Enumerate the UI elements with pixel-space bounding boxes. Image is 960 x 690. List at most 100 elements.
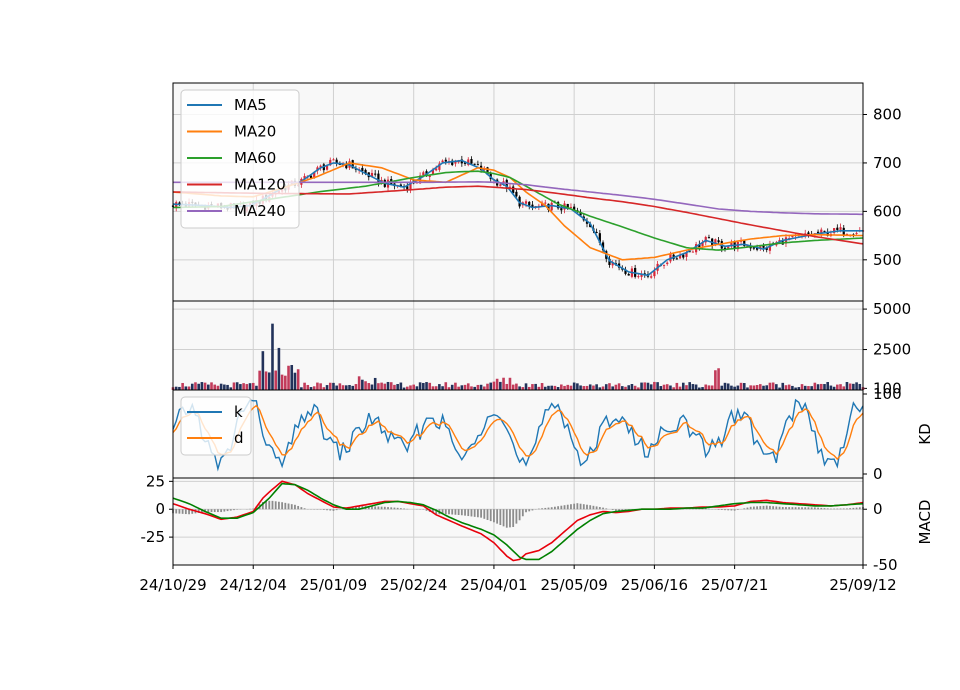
macd-histogram-bar bbox=[557, 506, 560, 510]
kd-y-tick-label: 100 bbox=[873, 385, 902, 403]
macd-histogram-bar bbox=[531, 509, 534, 511]
macd-left-tick-label: 0 bbox=[155, 500, 165, 518]
macd-histogram-bar bbox=[541, 508, 543, 510]
volume-bar bbox=[377, 383, 380, 390]
volume-bar bbox=[736, 385, 740, 390]
candle-body bbox=[807, 232, 810, 235]
macd-histogram-bar bbox=[717, 509, 720, 510]
macd-histogram-bar bbox=[518, 509, 521, 521]
macd-histogram-bar bbox=[493, 509, 495, 523]
legend-label-ma20: MA20 bbox=[234, 123, 276, 141]
volume-bar bbox=[267, 372, 271, 390]
volume-bar bbox=[829, 385, 833, 390]
volume-bar bbox=[441, 386, 444, 390]
candle-body bbox=[332, 159, 335, 161]
volume-bar bbox=[364, 381, 367, 390]
volume-bar bbox=[457, 386, 460, 390]
macd-histogram-bar bbox=[223, 509, 226, 512]
candle-body bbox=[454, 161, 457, 164]
macd-histogram-bar bbox=[502, 509, 505, 527]
candle-body bbox=[422, 172, 425, 176]
volume-bar bbox=[742, 383, 746, 390]
volume-bar bbox=[229, 387, 233, 390]
volume-bar bbox=[845, 382, 849, 390]
volume-bar bbox=[319, 383, 322, 390]
volume-bar bbox=[521, 387, 525, 390]
macd-histogram-bar bbox=[804, 507, 807, 510]
candle-body bbox=[685, 252, 688, 257]
volume-bar bbox=[540, 383, 544, 390]
volume-bar bbox=[483, 386, 486, 390]
macd-histogram-bar bbox=[271, 500, 274, 510]
volume-bar bbox=[842, 386, 846, 390]
macd-histogram-bar bbox=[207, 509, 210, 513]
volume-bar bbox=[630, 383, 634, 390]
volume-y-tick-label: 5000 bbox=[873, 300, 911, 318]
volume-bar bbox=[547, 385, 550, 390]
volume-bar bbox=[322, 387, 326, 390]
volume-bar bbox=[239, 384, 242, 390]
volume-bar bbox=[797, 387, 801, 390]
legend-box bbox=[180, 89, 300, 229]
volume-bar bbox=[681, 382, 685, 390]
volume-bar bbox=[624, 386, 627, 390]
candle-body bbox=[531, 204, 534, 208]
macd-histogram-bar bbox=[810, 507, 813, 510]
volume-bar bbox=[649, 384, 653, 390]
volume-bar bbox=[604, 384, 608, 390]
candle-body bbox=[640, 273, 643, 277]
macd-histogram-bar bbox=[464, 509, 466, 516]
macd-histogram-bar bbox=[836, 508, 839, 510]
macd-histogram-bar bbox=[550, 507, 553, 510]
legend-label-k: k bbox=[234, 403, 243, 421]
candle-body bbox=[512, 186, 515, 194]
macd-line-2 bbox=[172, 482, 864, 561]
volume-bar bbox=[216, 385, 220, 390]
macd-histogram-bar bbox=[499, 509, 502, 525]
macd-histogram-bar bbox=[817, 507, 819, 510]
volume-bar bbox=[803, 385, 807, 390]
volume-bar bbox=[454, 382, 457, 390]
volume-bar bbox=[749, 385, 752, 390]
macd-histogram-bar bbox=[586, 504, 588, 510]
volume-bar bbox=[184, 386, 188, 390]
volume-bar bbox=[402, 387, 406, 390]
volume-bar bbox=[672, 387, 675, 390]
macd-histogram-bar bbox=[826, 508, 829, 510]
volume-bar bbox=[694, 384, 698, 390]
macd-histogram-bar bbox=[611, 509, 614, 511]
volume-bar bbox=[418, 382, 422, 390]
candle-body bbox=[476, 164, 479, 166]
volume-bar bbox=[489, 382, 493, 390]
macd-histogram-bar bbox=[367, 506, 370, 510]
macd-histogram-bar bbox=[396, 507, 399, 510]
volume-bar bbox=[511, 384, 515, 390]
candle-body bbox=[573, 206, 576, 211]
volume-bar bbox=[367, 383, 371, 390]
macd-axis-label: MACD bbox=[916, 500, 934, 545]
macd-histogram-bar bbox=[332, 509, 335, 511]
candle-body bbox=[598, 233, 601, 243]
legend-label-ma240: MA240 bbox=[234, 202, 286, 220]
macd-histogram-bar bbox=[791, 507, 794, 510]
macd-histogram-bar bbox=[399, 508, 402, 510]
macd-histogram-bar bbox=[175, 509, 178, 514]
macd-histogram-bar bbox=[210, 509, 213, 513]
macd-histogram-bar bbox=[444, 509, 447, 515]
macd-histogram-bar bbox=[756, 506, 758, 510]
candle-body bbox=[499, 184, 502, 186]
volume-bar bbox=[746, 387, 749, 390]
macd-histogram-bar bbox=[781, 507, 784, 510]
macd-histogram-bar bbox=[226, 509, 229, 512]
candle-body bbox=[451, 160, 454, 165]
macd-histogram-bar bbox=[261, 502, 264, 510]
candle-body bbox=[406, 186, 409, 190]
candle-body bbox=[682, 254, 685, 258]
macd-right-tick-label: -50 bbox=[873, 556, 898, 574]
candle-body bbox=[666, 262, 669, 265]
macd-histogram-bar bbox=[547, 507, 550, 510]
candle-body bbox=[431, 169, 435, 175]
candle-body bbox=[364, 169, 367, 174]
macd-histogram-bar bbox=[794, 507, 797, 510]
volume-bar bbox=[463, 384, 467, 390]
